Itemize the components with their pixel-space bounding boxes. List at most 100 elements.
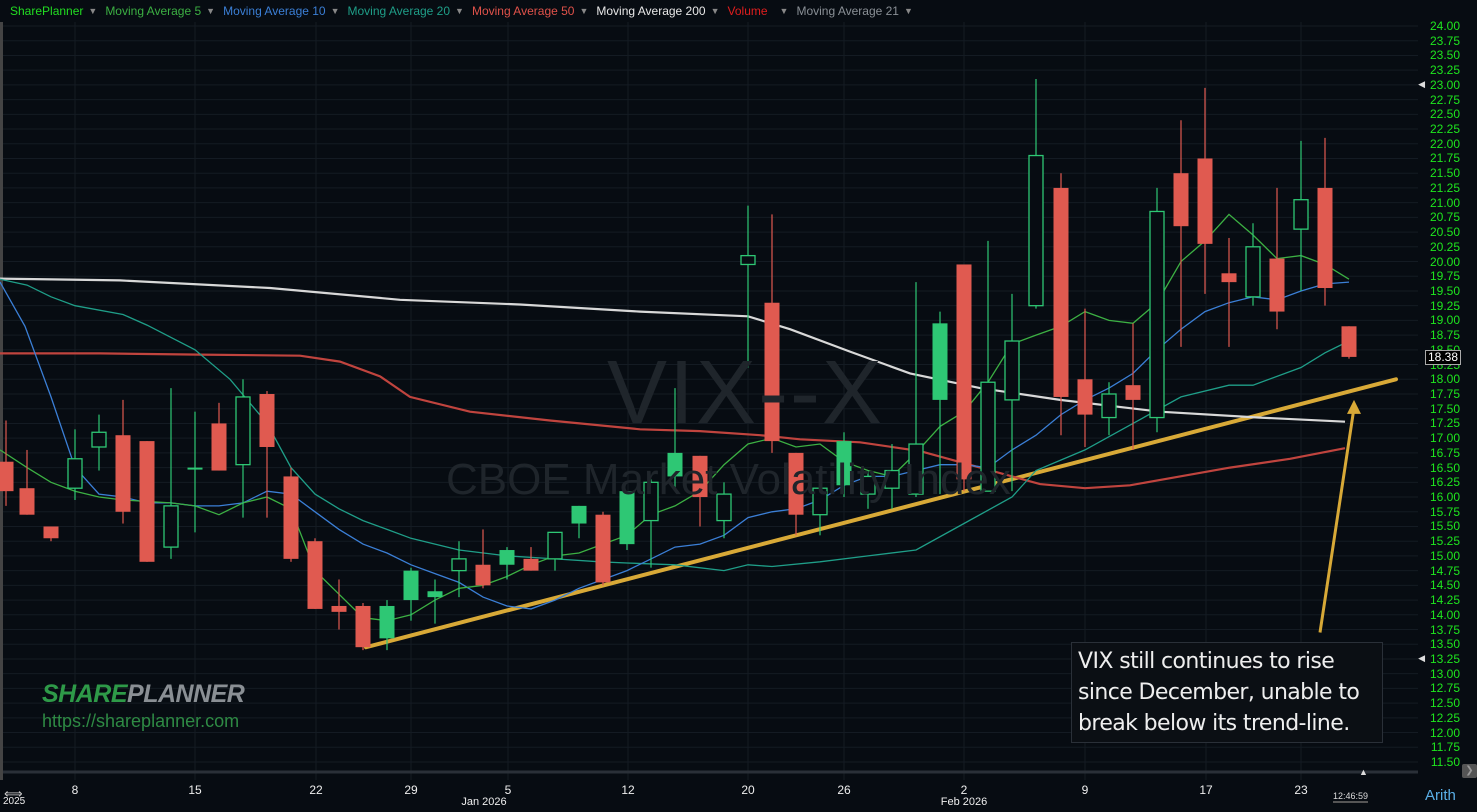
x-tick-label: 2	[960, 783, 968, 797]
candle-body	[1077, 379, 1093, 415]
candle-body	[1317, 187, 1333, 289]
legend-item[interactable]: Moving Average 20 ▼	[348, 4, 464, 18]
legend-label: Moving Average 10	[223, 4, 326, 18]
candle-body	[1245, 246, 1261, 298]
candle-body	[283, 476, 299, 559]
x-tick-label: 12	[621, 783, 635, 797]
chevron-down-icon[interactable]: ▼	[903, 6, 913, 16]
annotation-note[interactable]: VIX still continues to rise since Decemb…	[1071, 642, 1383, 743]
candle-body	[235, 396, 251, 466]
y-tick-label: 14.00	[1429, 607, 1460, 622]
chevron-down-icon[interactable]: ▼	[579, 6, 589, 16]
candle-body	[619, 491, 635, 545]
legend-item[interactable]: Moving Average 200 ▼	[596, 4, 719, 18]
y-tick-label: 13.75	[1429, 622, 1460, 637]
y-tick-label: 23.50	[1429, 48, 1460, 63]
candle-body	[523, 558, 539, 571]
chevron-down-icon[interactable]: ▼	[779, 6, 789, 16]
candle-body	[19, 488, 35, 515]
candle-body	[379, 605, 395, 639]
candle-body	[932, 323, 948, 400]
candle-body	[1221, 273, 1237, 283]
y-tick-label: 13.50	[1429, 637, 1460, 652]
moving-average-line	[0, 281, 1350, 610]
y-tick-label: 19.75	[1429, 269, 1460, 284]
candle-body	[836, 441, 852, 486]
candle-body	[716, 493, 732, 522]
scroll-up-icon[interactable]: ▲	[1359, 767, 1368, 777]
candle-body	[307, 541, 323, 609]
candle-body	[595, 514, 611, 583]
legend-item[interactable]: Moving Average 10 ▼	[223, 4, 339, 18]
legend-label: SharePlanner	[10, 4, 84, 18]
legend-item[interactable]: Volume ▼	[728, 4, 789, 18]
candle-body	[139, 441, 155, 562]
name-watermark: CBOE Market Volatility Index	[446, 455, 1011, 504]
legend-item[interactable]: Moving Average 21 ▼	[796, 4, 912, 18]
candle-body	[1149, 210, 1165, 419]
pan-arrows-icon[interactable]: ⟺	[4, 786, 23, 801]
y-tick-label: 14.50	[1429, 578, 1460, 593]
legend-label: Moving Average 21	[796, 4, 899, 18]
time-axis[interactable]: 8 15 22 29 5 12 20 26 2 9 17 23 Jan 2026 Feb 2026	[0, 780, 1420, 812]
y-tick-label: 18.75	[1429, 328, 1460, 343]
moving-average-line	[0, 278, 1350, 572]
candle-body	[1341, 326, 1357, 357]
candle-body	[187, 467, 203, 470]
candle-body	[427, 591, 443, 598]
y-tick-label: 16.00	[1429, 490, 1460, 505]
scroll-right-icon[interactable]: ❯	[1462, 764, 1477, 778]
chevron-down-icon[interactable]: ▼	[330, 6, 340, 16]
logo-part2: PLANNER	[127, 680, 245, 708]
y-tick-label: 17.00	[1429, 431, 1460, 446]
x-tick-label: 9	[1081, 783, 1089, 797]
legend-item[interactable]: Moving Average 50 ▼	[472, 4, 588, 18]
scale-mode-button[interactable]: Arith	[1425, 787, 1456, 804]
moving-average-line	[0, 352, 1346, 490]
chevron-down-icon[interactable]: ▼	[88, 6, 98, 16]
y-tick-label: 15.00	[1429, 548, 1460, 563]
candle-body	[43, 526, 59, 539]
legend-label: Moving Average 50	[471, 4, 575, 18]
chevron-down-icon[interactable]: ▼	[710, 6, 720, 16]
candle-body	[331, 605, 347, 612]
y-tick-label: 16.75	[1429, 445, 1460, 460]
x-tick-label: 22	[309, 783, 323, 797]
indicator-legend: SharePlanner ▼ Moving Average 5 ▼ Moving Ave…	[0, 0, 921, 22]
y-tick-label: 21.00	[1429, 195, 1460, 210]
legend-item[interactable]: SharePlanner ▼	[10, 4, 97, 18]
y-tick-label: 22.00	[1429, 136, 1460, 151]
candle-body	[884, 469, 900, 489]
legend-label: Moving Average 20	[347, 4, 451, 18]
x-tick-label: 23	[1294, 783, 1308, 797]
candle-body	[571, 505, 587, 524]
y-tick-label: 11.75	[1430, 740, 1460, 755]
y-tick-label: 16.50	[1429, 460, 1460, 475]
y-tick-label: 12.75	[1429, 681, 1460, 696]
y-tick-label: 15.75	[1429, 504, 1460, 519]
candle-body	[740, 254, 756, 266]
candle-body	[1173, 173, 1189, 227]
chevron-down-icon[interactable]: ▼	[455, 6, 464, 16]
y-tick-label: 21.50	[1429, 166, 1460, 181]
chevron-down-icon[interactable]: ▼	[206, 6, 216, 16]
candle-body	[0, 461, 14, 492]
y-tick-label: 16.25	[1429, 475, 1460, 490]
y-tick-label: 12.00	[1429, 725, 1460, 740]
x-tick-label: 8	[71, 783, 79, 797]
price-axis[interactable]: 24.00 23.75 23.50 23.25 23.00 22.75 22.50 22.25…	[1417, 0, 1477, 780]
candle-body	[1053, 187, 1069, 397]
y-tick-label: 21.25	[1429, 180, 1460, 195]
x-month-label: Feb 2026	[940, 796, 988, 808]
trend-line	[364, 377, 1398, 650]
y-tick-label: 19.25	[1429, 298, 1460, 313]
y-tick-label: 20.00	[1429, 254, 1460, 269]
y-tick-label: 12.50	[1429, 696, 1460, 711]
moving-average-line	[0, 213, 1350, 622]
candle-body	[1269, 258, 1285, 312]
y-tick-label: 17.25	[1429, 416, 1460, 431]
candle-body	[667, 452, 683, 477]
legend-item[interactable]: Moving Average 5 ▼	[105, 4, 215, 18]
candle-body	[812, 487, 828, 516]
